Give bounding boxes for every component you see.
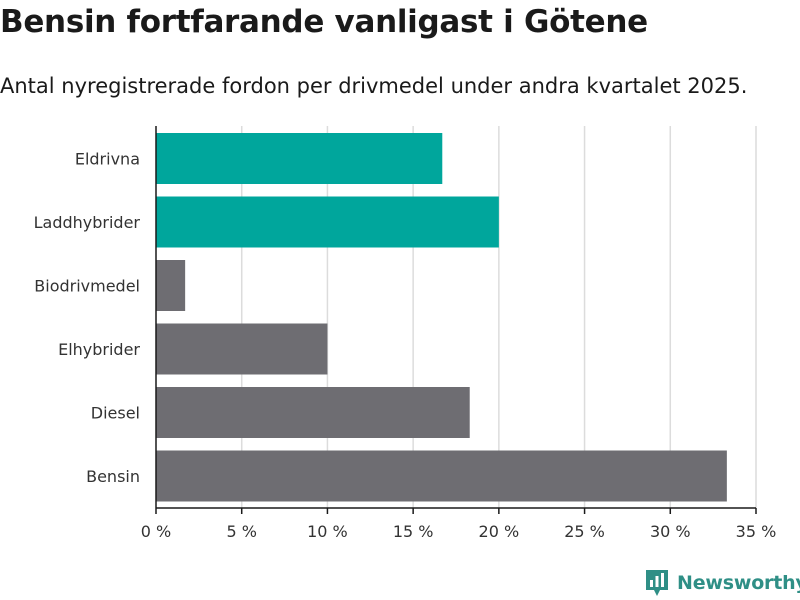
x-tick-label: 0 % [141,522,171,541]
x-tick-label: 25 % [564,522,605,541]
x-tick-label: 10 % [307,522,348,541]
x-tick-label: 35 % [736,522,777,541]
category-label: Biodrivmedel [34,277,140,296]
x-tick-label: 20 % [479,522,520,541]
chart-title: Bensin fortfarande vanligast i Götene [0,4,648,40]
x-tick-label: 5 % [226,522,256,541]
bar [156,323,328,375]
category-label: Bensin [86,467,140,486]
bar [156,196,499,248]
chart-subtitle: Antal nyregistrerade fordon per drivmede… [0,74,748,98]
brand-logo: Newsworthy [644,568,800,598]
x-tick-label: 30 % [650,522,691,541]
category-label: Elhybrider [58,340,140,359]
bar [156,260,186,311]
bar-chart-icon [646,570,668,596]
x-tick-label: 15 % [393,522,434,541]
category-label: Laddhybrider [34,213,141,232]
bar [156,133,443,184]
bar [156,387,470,438]
category-label: Eldrivna [75,150,140,169]
brand-name: Newsworthy [677,572,800,594]
category-label: Diesel [91,404,140,423]
bar [156,450,727,502]
